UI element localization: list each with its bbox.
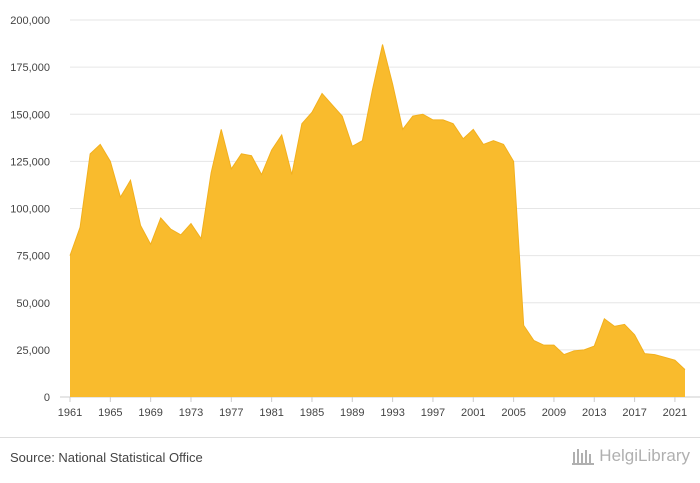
footer-divider [0,437,700,438]
y-tick-label: 100,000 [10,204,50,216]
y-tick-label: 125,000 [10,156,50,168]
x-tick-label: 2009 [542,407,566,419]
x-tick-label: 1977 [219,407,243,419]
source-note: Source: National Statistical Office [10,450,203,465]
y-axis-ticks: 0 25,000 50,000 75,000 100,000 125,000 150,000… [10,15,50,404]
x-tick-label: 2001 [461,407,485,419]
x-tick-label: 1965 [98,407,122,419]
x-tick-label: 1989 [340,407,364,419]
y-tick-label: 150,000 [10,109,50,121]
y-tick-label: 50,000 [16,298,50,310]
area-series [69,44,686,397]
y-tick-label: 75,000 [16,251,50,263]
x-tick-label: 1993 [380,407,404,419]
y-tick-label: 25,000 [16,345,50,357]
y-tick-label: 0 [44,392,50,404]
x-axis-ticks: 1961 1965 1969 1973 1977 1981 1985 1989 1993 1997… [58,397,687,419]
brand-logo[interactable]: HelgiLibrary [572,446,690,466]
x-tick-label: 1973 [179,407,203,419]
chart-area: 0 25,000 50,000 75,000 100,000 125,000 150,000… [10,15,700,419]
x-tick-label: 2005 [501,407,525,419]
area-fill [70,44,685,397]
x-tick-label: 1985 [300,407,324,419]
y-tick-label: 175,000 [10,62,50,74]
y-tick-label: 200,000 [10,15,50,27]
x-tick-label: 1997 [421,407,445,419]
x-tick-label: 1969 [138,407,162,419]
x-tick-label: 1961 [58,407,82,419]
x-tick-label: 2017 [622,407,646,419]
x-tick-label: 2021 [663,407,687,419]
brand-name: HelgiLibrary [599,446,690,465]
x-tick-label: 2013 [582,407,606,419]
x-tick-label: 1981 [259,407,283,419]
library-icon [572,449,595,465]
area-line [69,44,686,371]
